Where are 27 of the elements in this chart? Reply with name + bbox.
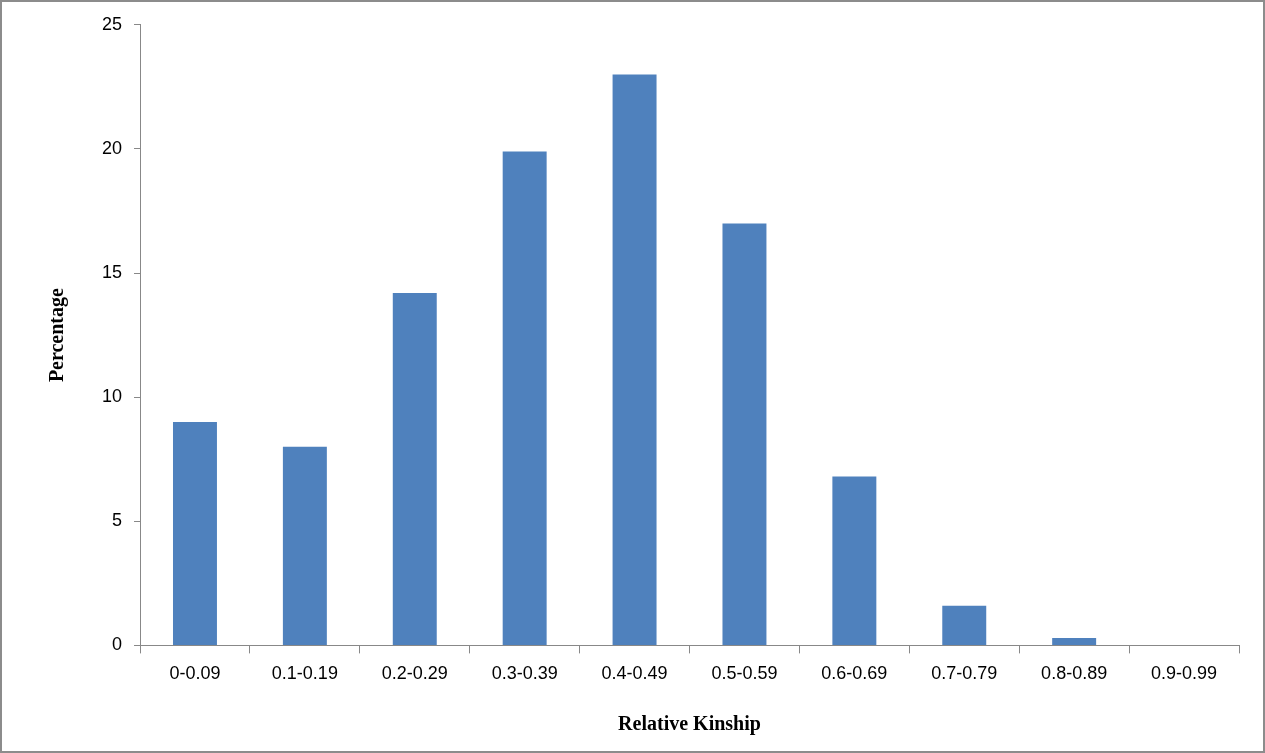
y-tick-label: 5 (112, 510, 123, 531)
bar (1052, 637, 1097, 645)
x-tick-label: 0.8-0.89 (1041, 663, 1108, 684)
x-tick-label: 0.5-0.59 (711, 663, 778, 684)
bar (282, 446, 327, 645)
y-tick-label: 20 (101, 137, 123, 158)
x-tick-label: 0.1-0.19 (271, 663, 338, 684)
x-tick-label: 0.2-0.29 (381, 663, 448, 684)
x-tick-label: 0.3-0.39 (491, 663, 558, 684)
bar (172, 421, 217, 645)
y-tick-label: 10 (101, 386, 123, 407)
bar (392, 292, 437, 645)
x-tick-label: 0.4-0.49 (601, 663, 668, 684)
x-tick-label: 0.6-0.69 (821, 663, 888, 684)
bar (942, 605, 987, 645)
x-axis-title: Relative Kinship (618, 712, 761, 736)
y-axis-title: Percentage (45, 287, 69, 383)
y-tick-label: 15 (101, 262, 123, 283)
y-tick-label: 25 (101, 13, 123, 34)
x-tick-label: 0.9-0.99 (1151, 663, 1218, 684)
y-tick-label: 0 (112, 634, 123, 655)
bar (722, 223, 767, 645)
x-tick-label: 0-0.09 (169, 663, 221, 684)
bar (612, 74, 657, 645)
bar (832, 476, 877, 645)
x-tick-label: 0.7-0.79 (931, 663, 998, 684)
bar (502, 151, 547, 645)
